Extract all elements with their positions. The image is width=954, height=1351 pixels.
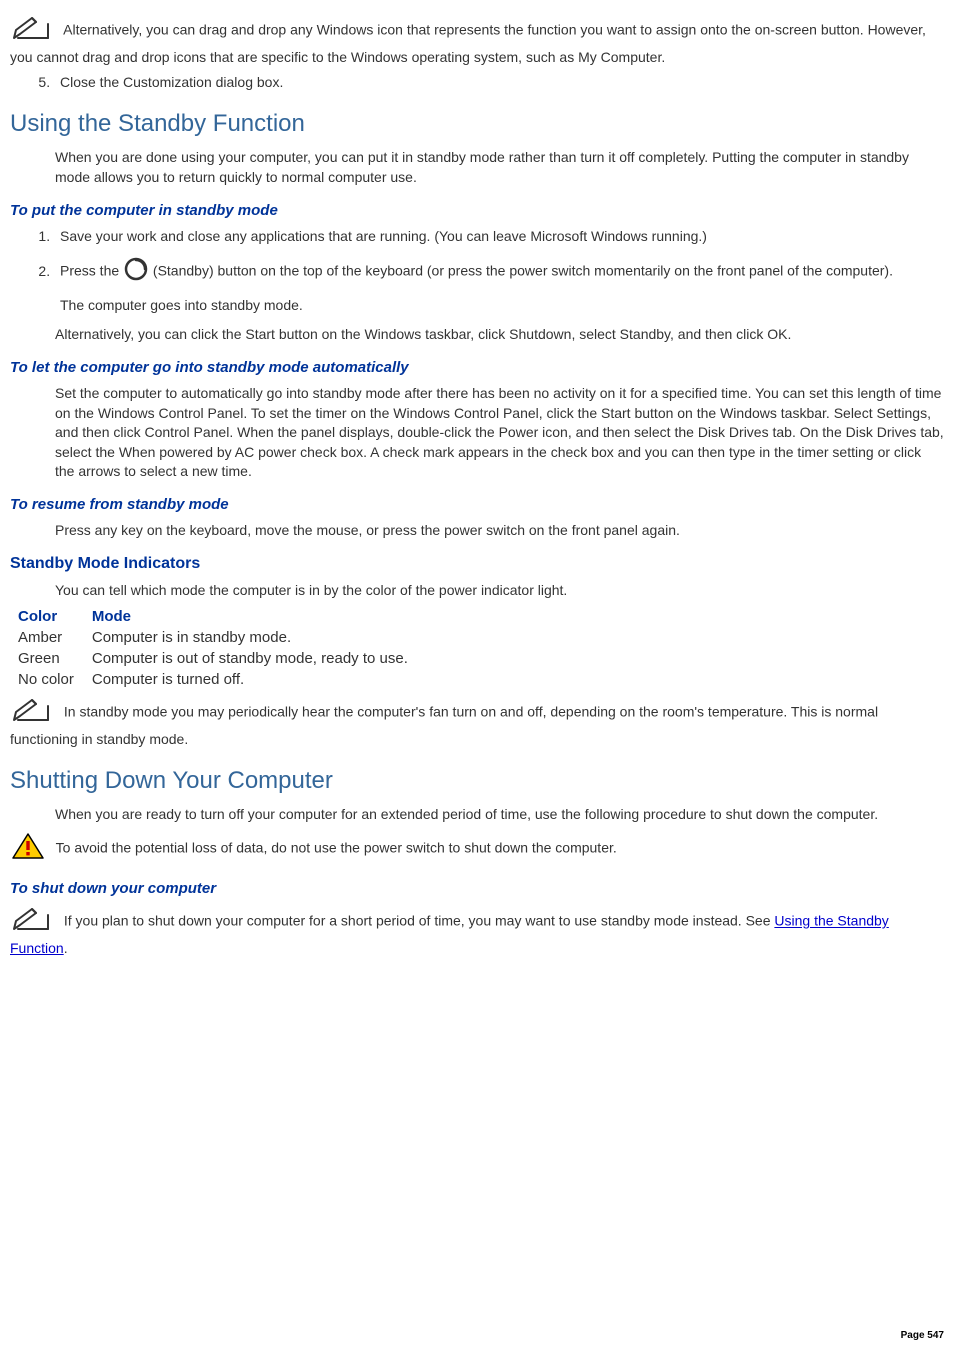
heading-auto-standby: To let the computer go into standby mode… (10, 357, 944, 378)
indicator-table: Color Mode Amber Computer is in standby … (18, 606, 426, 690)
heading-using-standby: Using the Standby Function (10, 107, 944, 141)
caution-icon (10, 831, 46, 867)
pencil-note-icon (10, 905, 54, 939)
th-color: Color (18, 606, 92, 627)
standby-icon (123, 256, 149, 288)
table-header-row: Color Mode (18, 606, 426, 627)
heading-resume: To resume from standby mode (10, 494, 944, 515)
auto-standby-body: Set the computer to automatically go int… (55, 384, 944, 482)
put-standby-alt: Alternatively, you can click the Start b… (55, 325, 944, 345)
note-fan: In standby mode you may periodically hea… (10, 696, 944, 749)
put-step-1: Save your work and close any application… (54, 227, 944, 247)
pencil-note-icon (10, 14, 54, 48)
heading-put-standby: To put the computer in standby mode (10, 200, 944, 221)
note-short-period: If you plan to shut down your computer f… (10, 905, 944, 958)
put-step-2: Press the (Standby) button on the top of… (54, 256, 944, 315)
heading-shutting-down: Shutting Down Your Computer (10, 764, 944, 798)
indicators-intro: You can tell which mode the computer is … (55, 581, 944, 601)
caution-row: To avoid the potential loss of data, do … (10, 831, 944, 867)
note-alternatively: Alternatively, you can drag and drop any… (10, 14, 944, 67)
heading-indicators: Standby Mode Indicators (10, 553, 944, 575)
step-5: Close the Customization dialog box. (54, 73, 944, 93)
table-row: Amber Computer is in standby mode. (18, 627, 426, 648)
resume-body: Press any key on the keyboard, move the … (55, 521, 944, 541)
shutdown-intro: When you are ready to turn off your comp… (55, 805, 944, 825)
heading-shut-down: To shut down your computer (10, 878, 944, 899)
steps-continued: Close the Customization dialog box. (32, 73, 944, 93)
put-standby-steps: Save your work and close any application… (32, 227, 944, 316)
table-row: No color Computer is turned off. (18, 669, 426, 690)
page-number: Page 547 (901, 1329, 944, 1343)
note-text: Alternatively, you can drag and drop any… (10, 22, 926, 65)
standby-intro: When you are done using your computer, y… (55, 148, 944, 187)
th-mode: Mode (92, 606, 426, 627)
put-step-2-result: The computer goes into standby mode. (60, 296, 944, 316)
table-row: Green Computer is out of standby mode, r… (18, 648, 426, 669)
pencil-note-icon (10, 696, 54, 730)
